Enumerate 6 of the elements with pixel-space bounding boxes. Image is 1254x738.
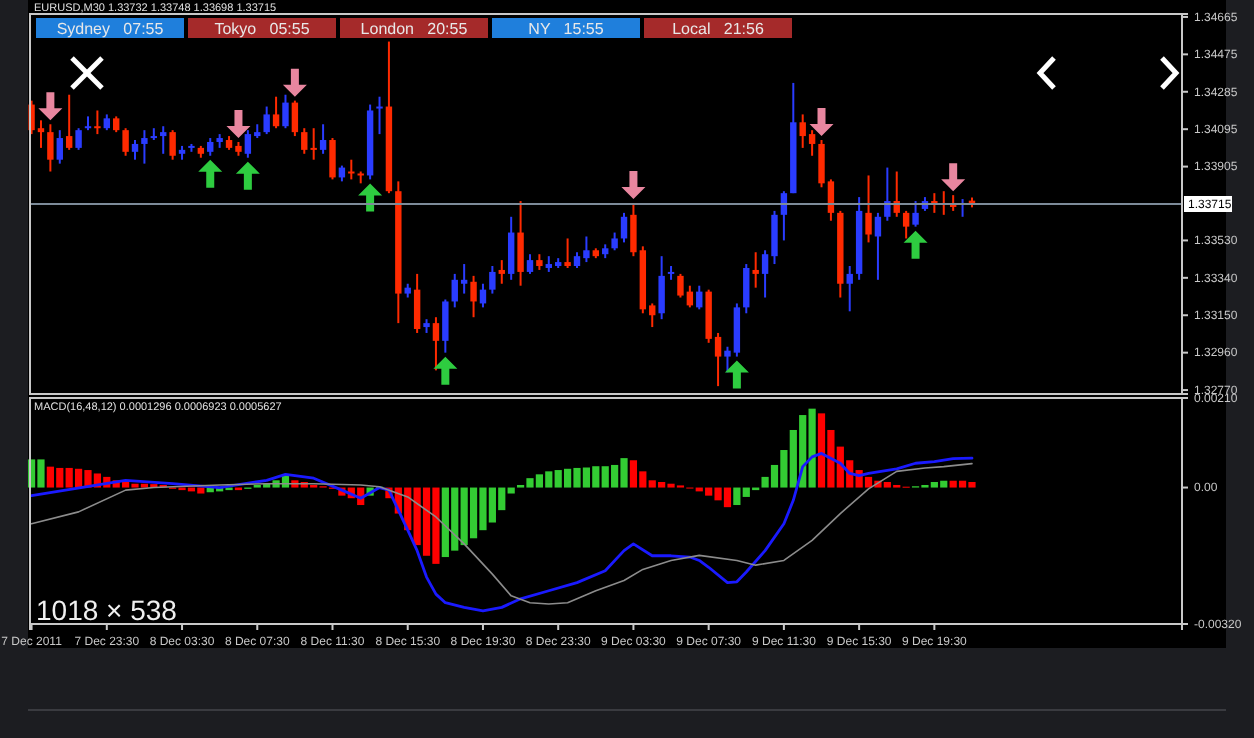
annotation: 1018 × 538: [36, 594, 178, 626]
annotation: NY 15:55: [528, 20, 605, 38]
annotation: Local 21:56: [672, 20, 765, 38]
annotation: London 20:55: [360, 20, 469, 38]
annotation: Sydney 07:55: [56, 20, 165, 38]
annotation: Tokyo 05:55: [214, 20, 311, 38]
